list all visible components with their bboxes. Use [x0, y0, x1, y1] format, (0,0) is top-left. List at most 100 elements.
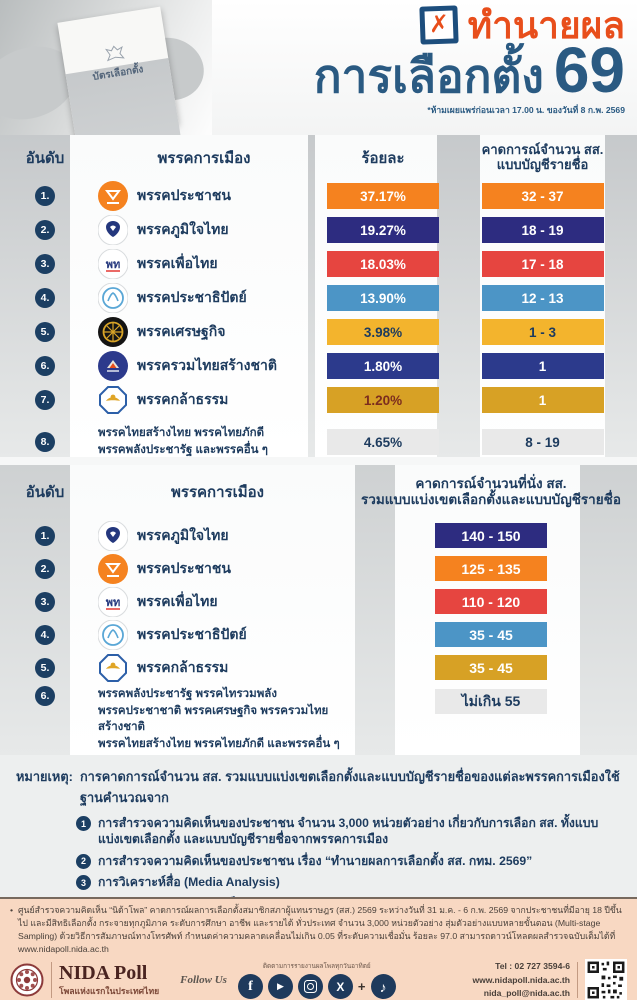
- seats-bar: 18 - 19: [481, 217, 604, 243]
- table-row: 2. พรรคภูมิใจไทย 19.27% 18 - 19: [0, 213, 637, 247]
- democrat-logo-icon: [98, 283, 128, 313]
- x-twitter-icon: X: [327, 974, 353, 1000]
- phone-number: Tel : 02 727 3594-6: [495, 961, 570, 972]
- total-seats-table: อันดับ พรรคการเมือง คาดการณ์จำนวนที่นั่ง…: [0, 465, 637, 755]
- party-name: พรรคเพื่อไทย: [137, 592, 218, 609]
- seats-bar: 32 - 37: [481, 183, 604, 209]
- party-list-table: อันดับ พรรคการเมือง ร้อยละ คาดการณ์จำนวน…: [0, 135, 637, 457]
- brand-block: NIDA Poll โพลแห่งแรกในประเทศไทย: [59, 961, 159, 998]
- email-address: nida_poll@nida.ac.th: [483, 987, 570, 998]
- social-block: ติดตามการรายงานผลโพลทุกวันอาทิตย์ f ▶ X …: [237, 961, 396, 1000]
- col-party: พรรคการเมือง: [157, 150, 251, 167]
- percent-bar: 3.98%: [327, 319, 439, 345]
- notes-intro: การคาดการณ์จำนวน สส. รวมแบบแบ่งเขตเลือกต…: [79, 769, 620, 805]
- kla-tham-logo-icon: [99, 386, 127, 414]
- table-row: 3. พท พรรคเพื่อไทย 110 - 120: [0, 585, 637, 618]
- peoples-party-logo-icon: [98, 553, 128, 584]
- party-name: พรรคประชาชน: [137, 559, 231, 576]
- contact-block: Tel : 02 727 3594-6 www.nidapoll.nida.ac…: [472, 960, 570, 1000]
- table-row: 5. พรรคเศรษฐกิจ 3.98% 1 - 3: [0, 315, 637, 349]
- facebook-icon: f: [237, 974, 263, 1000]
- title-line1: ทำนายผล: [467, 4, 625, 46]
- rank-badge: 5.: [35, 322, 55, 342]
- party-name: พรรคภูมิใจไทย: [137, 526, 229, 543]
- democrat-logo-icon: [98, 619, 128, 650]
- youtube-icon: ▶: [267, 974, 293, 1000]
- table-row: 4. พรรคประชาธิปัตย์ 13.90% 12 - 13: [0, 281, 637, 315]
- garuda-emblem-icon: [105, 45, 125, 62]
- divider: [577, 962, 578, 999]
- rank-badge: 8.: [35, 432, 55, 452]
- seats-bar: 110 - 120: [435, 589, 547, 614]
- rank-badge: 1.: [35, 525, 55, 546]
- note-number-badge: 3: [76, 875, 91, 891]
- rank-badge: 2.: [35, 220, 55, 240]
- party-name: พรรคประชาธิปัตย์: [137, 625, 247, 642]
- methodology-text: ศูนย์สำรวจความคิดเห็น “นิด้าโพล” คาดการณ…: [18, 905, 622, 955]
- pheu-thai-logo-icon: พท: [98, 249, 128, 279]
- party-name: พรรคประชาธิปัตย์: [137, 289, 247, 305]
- rank-badge: 3.: [35, 591, 55, 612]
- table-row: 2. พรรคประชาชน 125 - 135: [0, 552, 637, 585]
- bullet: •: [10, 905, 14, 915]
- col-seats: คาดการณ์จำนวนที่นั่ง สส. รวมแบบแบ่งเขตเล…: [361, 476, 621, 507]
- col-seats: คาดการณ์จำนวน สส. แบบบัญชีรายชื่อ: [481, 142, 604, 172]
- table-row: 4. พรรคประชาธิปัตย์ 35 - 45: [0, 618, 637, 651]
- seats-bar: 140 - 150: [435, 523, 547, 548]
- bhumjaithai-logo-icon: [98, 215, 128, 245]
- ruam-thai-sang-chart-logo-icon: [98, 351, 128, 381]
- party-name-group: พรรคพลังประชารัฐ พรรคไทรวมพลัง พรรคประชา…: [98, 688, 340, 751]
- seats-bar: ไม่เกิน 55: [435, 689, 547, 714]
- percent-bar: 13.90%: [327, 285, 439, 311]
- col-percent: ร้อยละ: [361, 150, 405, 167]
- party-name: พรรคเพื่อไทย: [137, 255, 218, 271]
- party-name: พรรคกล้าธรรม: [137, 391, 229, 407]
- brand-name: NIDA Poll: [59, 961, 148, 984]
- notes-section: หมายเหตุ: การคาดการณ์จำนวน สส. รวมแบบแบ่…: [0, 755, 637, 912]
- rank-badge: 1.: [35, 186, 55, 206]
- rank-badge: 6.: [35, 356, 55, 376]
- table-row: 6. พรรคพลังประชารัฐ พรรคไทรวมพลัง พรรคปร…: [0, 684, 637, 764]
- col-rank: อันดับ: [25, 484, 65, 501]
- rank-badge: 6.: [35, 686, 55, 706]
- divider: [51, 962, 52, 999]
- percent-bar: 1.20%: [327, 387, 439, 413]
- title-block: ✗ ทำนายผล การเลือกตั้ง 69 *ห้ามเผยแพร่ก่…: [313, 4, 625, 117]
- party-name: พรรคเศรษฐกิจ: [137, 323, 226, 339]
- seats-bar: 1: [481, 387, 604, 413]
- seats-bar: 1 - 3: [481, 319, 604, 345]
- table2-header: อันดับ พรรคการเมือง คาดการณ์จำนวนที่นั่ง…: [0, 465, 637, 519]
- percent-bar: 18.03%: [327, 251, 439, 277]
- svg-text:พท: พท: [106, 259, 121, 271]
- table-row: 7. พรรคกล้าธรรม 1.20% 1: [0, 383, 637, 417]
- notes-label: หมายเหตุ:: [16, 769, 73, 784]
- instagram-icon: [297, 974, 323, 1000]
- footer: • ศูนย์สำรวจความคิดเห็น “นิด้าโพล” คาดกา…: [0, 897, 637, 1000]
- table-row: 1. พรรคภูมิใจไทย 140 - 150: [0, 519, 637, 552]
- ballot-checkbox-icon: ✗: [419, 5, 459, 45]
- table-row: 5. พรรคกล้าธรรม 35 - 45: [0, 651, 637, 684]
- social-note: ติดตามการรายงานผลโพลทุกวันอาทิตย์: [262, 963, 371, 971]
- peoples-party-logo-icon: [98, 181, 128, 211]
- table-row: 3. พท พรรคเพื่อไทย 18.03% 17 - 18: [0, 247, 637, 281]
- party-name-group: พรรคไทยสร้างไทย พรรคไทยภักดี พรรคพลังประ…: [98, 427, 268, 456]
- qr-code: [585, 959, 627, 1000]
- title-year: 69: [553, 34, 625, 106]
- note-number-badge: 2: [76, 853, 91, 869]
- percent-bar: 1.80%: [327, 353, 439, 379]
- tiktok-icon: ♪: [370, 974, 396, 1000]
- bhumjaithai-logo-icon: [98, 520, 128, 551]
- seats-bar: 35 - 45: [435, 655, 547, 680]
- pheu-thai-logo-icon: พท: [98, 586, 128, 617]
- rank-badge: 5.: [35, 657, 55, 678]
- seats-bar: 17 - 18: [481, 251, 604, 277]
- title-line2: การเลือกตั้ง: [313, 50, 544, 102]
- nida-emblem-icon: [10, 963, 44, 997]
- rank-badge: 2.: [35, 558, 55, 579]
- table-row: 1. พรรคประชาชน 37.17% 32 - 37: [0, 179, 637, 213]
- note-item: 1 การสำรวจความคิดเห็นของประชาชน จำนวน 3,…: [76, 815, 623, 848]
- embargo-note: *ห้ามเผยแพร่ก่อนเวลา 17.00 น. ของวันที่ …: [427, 105, 625, 116]
- website-url: www.nidapoll.nida.ac.th: [472, 974, 570, 985]
- setthakij-logo-icon: [98, 317, 128, 347]
